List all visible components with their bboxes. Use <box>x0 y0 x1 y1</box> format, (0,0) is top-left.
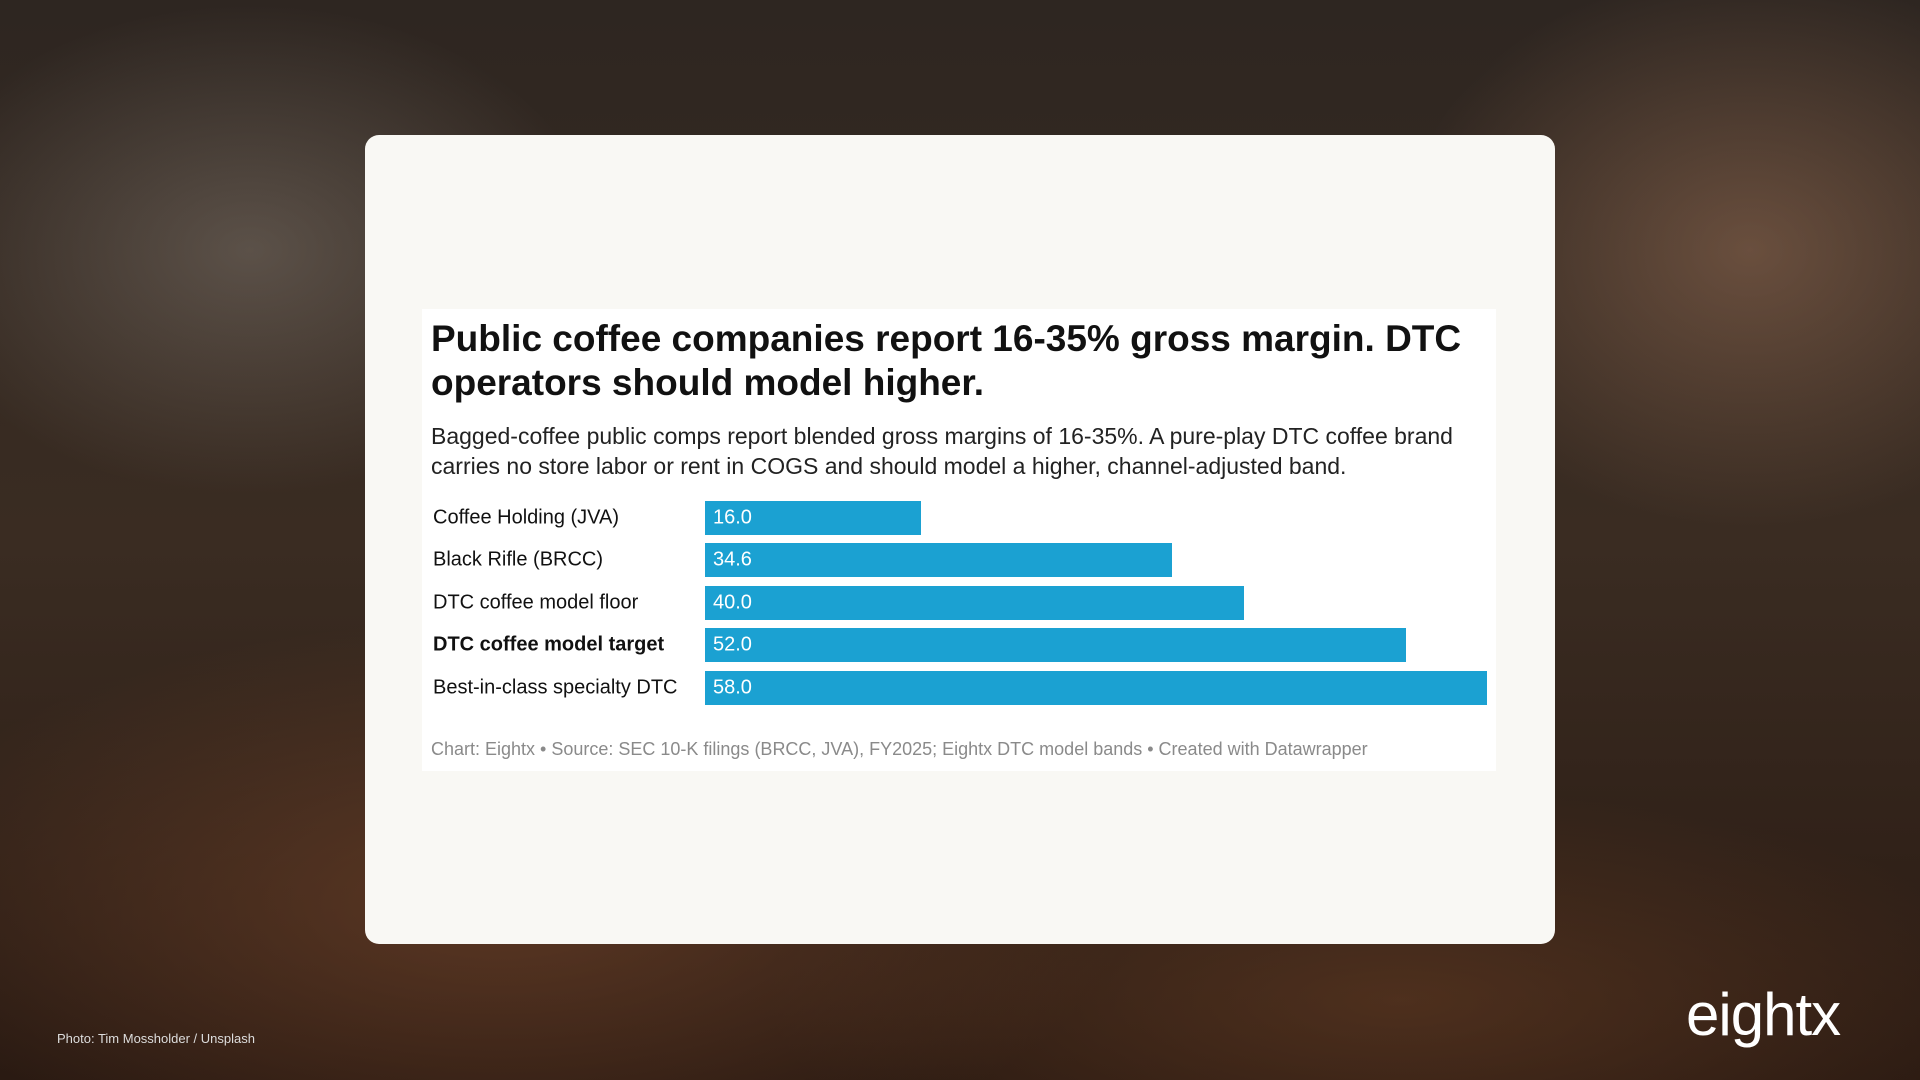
bar <box>705 585 1245 620</box>
category-label: Coffee Holding (JVA) <box>433 506 620 529</box>
chart-title: Public coffee companies report 16-35% gr… <box>431 318 1462 403</box>
bar <box>705 628 1407 663</box>
bar <box>705 501 921 535</box>
value-label: 52.0 <box>713 633 752 656</box>
category-label: DTC coffee model target <box>433 633 665 656</box>
value-label: 40.0 <box>713 591 752 614</box>
value-label: 34.6 <box>713 548 752 571</box>
category-label: Best-in-class specialty DTC <box>433 676 678 699</box>
source-note: Chart: Eightx • Source: SEC 10-K filings… <box>431 739 1368 759</box>
logo: eightx <box>1686 981 1841 1048</box>
value-label: 58.0 <box>713 676 752 699</box>
photo-credit: Photo: Tim Mossholder / Unsplash <box>57 1031 255 1046</box>
bar <box>705 670 1487 705</box>
category-label: DTC coffee model floor <box>433 591 639 614</box>
chart: Public coffee companies report 16-35% gr… <box>422 309 1496 771</box>
value-label: 16.0 <box>713 506 752 529</box>
bar <box>705 543 1172 578</box>
chart-subtitle: Bagged-coffee public comps report blende… <box>431 423 1453 479</box>
category-label: Black Rifle (BRCC) <box>433 548 604 571</box>
